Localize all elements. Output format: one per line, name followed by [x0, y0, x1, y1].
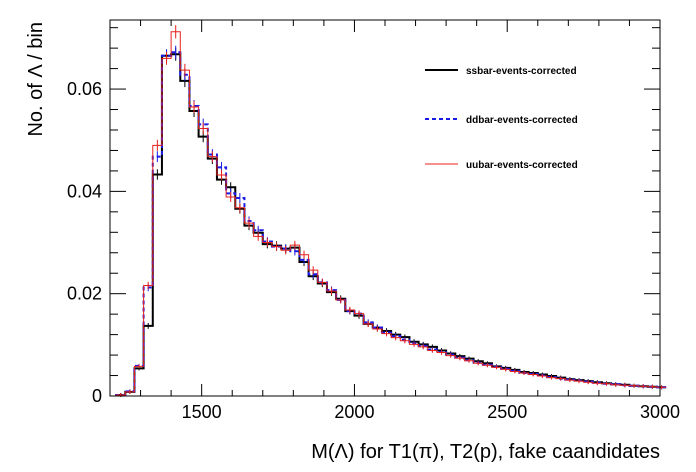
y-tick-label: 0.02 [67, 284, 102, 304]
x-tick-label: 3000 [640, 402, 680, 422]
legend-item: ssbar-events-corrected [425, 66, 577, 77]
series-line [115, 51, 667, 396]
series-layer [115, 25, 667, 397]
series-uubar-events-corrected [115, 25, 667, 397]
y-axis-title: No. of Λ / bin [25, 22, 47, 137]
y-tick-label: 0.06 [67, 79, 102, 99]
x-tick-label: 1500 [182, 402, 222, 422]
legend-item: ddbar-events-corrected [425, 115, 578, 126]
series-ssbar-events-corrected [115, 47, 667, 397]
legend-item: uubar-events-corrected [425, 160, 578, 171]
x-axis-title: M(Λ) for T1(π), T2(p), fake caandidates [311, 441, 660, 463]
legend: ssbar-events-corrected ddbar-events-corre… [425, 66, 578, 171]
plot-frame [109, 19, 661, 397]
ticks-layer: 1500 2000 2500 3000 0 0.02 0.04 0.06 [67, 20, 680, 422]
y-tick-label: 0 [92, 386, 102, 406]
legend-label: uubar-events-corrected [466, 160, 578, 171]
legend-label: ddbar-events-corrected [466, 115, 578, 126]
y-tick-label: 0.04 [67, 181, 102, 201]
series-line [115, 31, 667, 396]
x-tick-label: 2500 [487, 402, 527, 422]
x-tick-label: 2000 [334, 402, 374, 422]
series-ddbar-events-corrected [115, 45, 667, 397]
legend-label: ssbar-events-corrected [466, 66, 577, 77]
